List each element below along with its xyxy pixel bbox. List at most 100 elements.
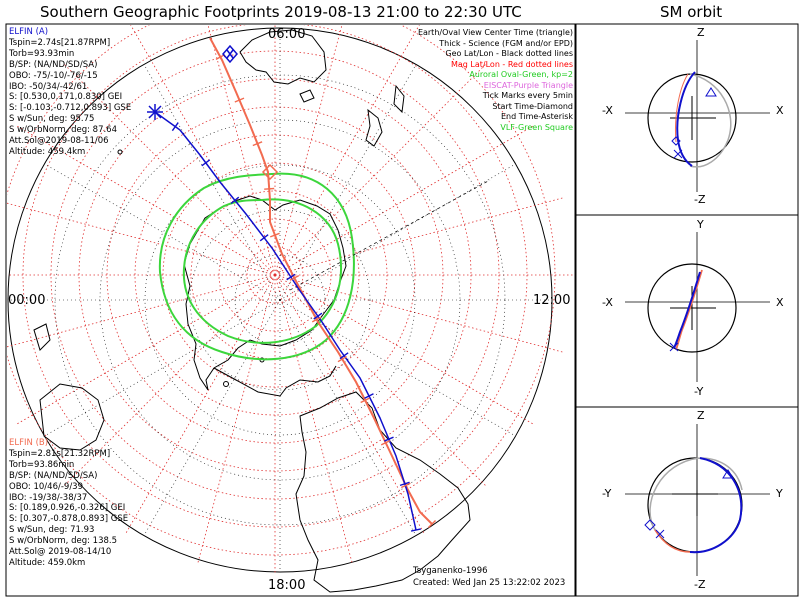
legend-item: Thick - Science (FGM and/or EPD) bbox=[439, 38, 573, 48]
elfin-b-line: Torb=93.86min bbox=[9, 459, 75, 470]
sm-orbit-title: SM orbit bbox=[660, 3, 723, 21]
elfin-a-name: ELFIN (A) bbox=[9, 27, 49, 37]
elfin-a-line: S w/OrbNorm, deg: 87.64 bbox=[9, 125, 118, 136]
elfin-a-tick bbox=[230, 196, 240, 205]
mag-lon-line bbox=[274, 274, 536, 426]
map-frame bbox=[5, 23, 576, 597]
mag-lon-line bbox=[274, 274, 565, 354]
coastlines bbox=[33, 29, 471, 593]
elfin-a-tick bbox=[399, 481, 410, 487]
elfin-a-end-asterisk bbox=[147, 104, 163, 120]
panel3-top: Z bbox=[697, 409, 705, 422]
elfin-b-tick bbox=[360, 397, 370, 404]
elfin-b-line: Tspin=2.81s[21.32RPM] bbox=[9, 448, 111, 459]
elfin-b-track bbox=[209, 37, 433, 525]
mag-lon-line bbox=[274, 274, 426, 536]
elfin-b-line: S w/OrbNorm, deg: 138.5 bbox=[9, 536, 118, 547]
mlt-label-top: 06:00 bbox=[268, 27, 306, 42]
elfin-a-tick bbox=[201, 159, 211, 167]
elfin-a-line: OBO: -75/-10/-76/-15 bbox=[9, 70, 98, 81]
geo-lat-circle bbox=[189, 209, 371, 391]
elfin-b-tick bbox=[427, 519, 437, 529]
elfin-b-tick bbox=[380, 439, 391, 446]
panel1-right: X bbox=[776, 104, 784, 117]
elfin-a-tick bbox=[313, 312, 323, 320]
legend-item: Start Time-Diamond bbox=[492, 101, 573, 111]
elfin-a-tick bbox=[259, 234, 269, 242]
elfin-b-line: Altitude: 459.0km bbox=[9, 557, 86, 568]
elfin-b-info: ELFIN (B) Tspin=2.81s[21.32RPM] Torb=93.… bbox=[9, 438, 128, 569]
page-title: Southern Geographic Footprints 2019-08-1… bbox=[40, 3, 522, 21]
geo-lon-line bbox=[44, 299, 281, 437]
sm-panel-yz bbox=[625, 424, 770, 576]
sm-panel-xy bbox=[625, 232, 770, 382]
mag-lon-line bbox=[7, 274, 276, 348]
legend-item: Tick Marks every 5min bbox=[482, 91, 573, 100]
elfin-a-track bbox=[154, 111, 417, 531]
elfin-b-tick bbox=[269, 232, 280, 238]
elfin-b-tick bbox=[400, 482, 411, 489]
elfin-a-line: Altitude: 459.4km bbox=[9, 146, 86, 157]
elfin-b-line: S: [0.307,-0.878,0.893] GSE bbox=[9, 514, 129, 525]
elfin-a-line: Att.Sol@2019-08-11/06 bbox=[9, 136, 109, 147]
geo-lon-line bbox=[143, 64, 281, 301]
elfin-a-line: Torb=93.93min bbox=[9, 48, 75, 59]
panel3-left: -Y bbox=[602, 487, 612, 500]
elfin-a-line: B/SP: (NA/ND/SD/SA) bbox=[9, 59, 98, 70]
elfin-a-line: Tspin=2.74s[21.87RPM] bbox=[9, 37, 111, 48]
elfin-b-line: S: [0.189,0.926,-0.326] GEI bbox=[9, 503, 126, 514]
credit-created: Created: Wed Jan 25 13:22:02 2023 bbox=[413, 578, 566, 588]
legend-item: Geo Lat/Lon - Black dotted lines bbox=[445, 49, 573, 58]
geo-lon-line bbox=[279, 64, 417, 301]
elfin-b-line: Att.Sol@ 2019-08-14/10 bbox=[9, 547, 112, 558]
mag-lon-line bbox=[130, 25, 276, 276]
elfin-a-tick bbox=[364, 393, 374, 399]
mag-lon-line bbox=[7, 202, 276, 276]
sm-panels bbox=[575, 23, 799, 597]
elfin-b-view-diamond bbox=[261, 163, 279, 181]
panel2-bottom: -Y bbox=[694, 385, 704, 398]
elfin-a-line: S: [0.530,0.171,0.830] GEI bbox=[9, 92, 123, 103]
globe-outline bbox=[7, 27, 553, 573]
elfin-a-line: S w/Sun, deg: 95.75 bbox=[9, 114, 95, 125]
legend-item: Mag Lat/Lon - Red dotted lines bbox=[450, 59, 573, 69]
panel3-right: Y bbox=[776, 487, 783, 500]
geo-lat-circle bbox=[144, 164, 416, 436]
sm-panel-xz bbox=[625, 40, 770, 192]
legend: Earth/Oval View Center Time (triangle) T… bbox=[353, 28, 573, 133]
elfin-a-line: S: [-0.103,-0.712,0.893] GSE bbox=[9, 103, 132, 114]
geo-grid bbox=[8, 28, 552, 572]
panel3-bottom: -Z bbox=[694, 578, 706, 591]
geo-lon-line bbox=[279, 299, 516, 437]
elfin-b-tick bbox=[264, 187, 275, 190]
geo-lon-line bbox=[143, 299, 281, 536]
mag-lon-line bbox=[207, 25, 276, 276]
elfin-a-tick bbox=[410, 528, 422, 532]
mlt-label-left: 00:00 bbox=[8, 293, 46, 308]
elfin-b-tick bbox=[337, 355, 347, 363]
panel1-top: Z bbox=[697, 26, 705, 39]
legend-item: EISCAT-Purple Triangle bbox=[483, 80, 573, 90]
panel1-left: -X bbox=[602, 104, 613, 117]
mag-lon-line bbox=[274, 196, 565, 276]
mlt-label-right: 12:00 bbox=[533, 293, 571, 308]
legend-item: Auroral Oval-Green, kp=2 bbox=[469, 70, 573, 79]
elfin-a-tick bbox=[339, 352, 349, 360]
mlt-label-bottom: 18:00 bbox=[268, 578, 306, 593]
elfin-b-line: IBO: -19/38/-38/37 bbox=[9, 492, 88, 503]
mag-grid bbox=[7, 25, 574, 575]
elfin-b-tick bbox=[289, 275, 300, 281]
panel2-left: -X bbox=[602, 296, 613, 309]
elfin-a-line: IBO: -50/34/-42/61 bbox=[9, 81, 88, 92]
legend-item: End Time-Asterisk bbox=[500, 112, 573, 121]
legend-item: Earth/Oval View Center Time (triangle) bbox=[417, 28, 573, 37]
elfin-b-line: OBO: 10/46/-9/39 bbox=[9, 481, 83, 492]
panel2-top: Y bbox=[697, 218, 704, 231]
elfin-b-line: S w/Sun, deg: 71.93 bbox=[9, 525, 95, 536]
auroral-oval bbox=[158, 172, 355, 361]
legend-item: VLF-Green Square bbox=[500, 122, 573, 132]
geo-lon-line bbox=[279, 163, 516, 301]
elfin-b-line: B/SP: (NA/ND/SD/SA) bbox=[9, 470, 98, 481]
elfin-b-tick bbox=[311, 316, 322, 323]
